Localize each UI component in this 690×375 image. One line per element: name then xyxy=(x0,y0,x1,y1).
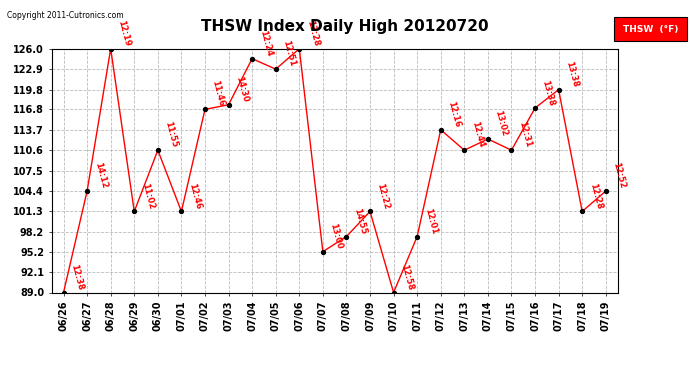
Text: 13:38: 13:38 xyxy=(540,79,556,106)
Point xyxy=(246,56,257,62)
Point xyxy=(577,209,588,214)
Text: 13:00: 13:00 xyxy=(328,222,344,250)
Text: 14:12: 14:12 xyxy=(92,161,108,190)
Text: 13:38: 13:38 xyxy=(564,60,580,88)
Text: 12:46: 12:46 xyxy=(187,182,203,210)
Point xyxy=(388,290,399,296)
Text: 12:28: 12:28 xyxy=(588,182,603,210)
Point xyxy=(223,102,234,108)
Point xyxy=(364,209,375,214)
Point xyxy=(412,234,423,240)
Point xyxy=(294,46,305,52)
Point xyxy=(81,188,92,194)
Point xyxy=(553,87,564,93)
Point xyxy=(105,46,116,52)
Text: 11:02: 11:02 xyxy=(140,182,155,210)
Text: 12:52: 12:52 xyxy=(611,161,627,190)
Point xyxy=(435,127,446,133)
Text: 12:01: 12:01 xyxy=(423,207,438,235)
Text: THSW Index Daily High 20120720: THSW Index Daily High 20120720 xyxy=(201,19,489,34)
Text: 14:55: 14:55 xyxy=(352,207,368,235)
Text: 13:02: 13:02 xyxy=(493,110,509,138)
Point xyxy=(199,106,210,112)
Point xyxy=(506,147,517,153)
Text: 11:55: 11:55 xyxy=(164,120,179,149)
Text: 12:22: 12:22 xyxy=(375,182,391,210)
Point xyxy=(600,188,611,194)
Text: 12:19: 12:19 xyxy=(116,19,132,47)
Text: 12:24: 12:24 xyxy=(257,29,273,57)
Text: 12:16: 12:16 xyxy=(446,100,462,128)
Point xyxy=(152,147,164,153)
Point xyxy=(341,234,352,240)
Point xyxy=(270,66,282,72)
Text: THSW  (°F): THSW (°F) xyxy=(623,25,678,34)
Point xyxy=(482,136,493,142)
Text: 12:38: 12:38 xyxy=(69,263,85,291)
Point xyxy=(176,209,187,214)
Point xyxy=(529,105,540,111)
Point xyxy=(58,290,69,296)
Text: Copyright 2011-Cutronics.com: Copyright 2011-Cutronics.com xyxy=(7,11,124,20)
Point xyxy=(317,249,328,255)
Text: 11:46: 11:46 xyxy=(210,80,226,108)
Text: 12:51: 12:51 xyxy=(282,39,297,68)
Text: 12:58: 12:58 xyxy=(399,263,415,291)
Text: 12:44: 12:44 xyxy=(470,120,486,149)
Point xyxy=(459,147,470,153)
Text: 13:28: 13:28 xyxy=(305,20,320,47)
Text: 14:30: 14:30 xyxy=(234,75,250,104)
Point xyxy=(129,209,140,214)
Text: 12:31: 12:31 xyxy=(517,121,533,149)
